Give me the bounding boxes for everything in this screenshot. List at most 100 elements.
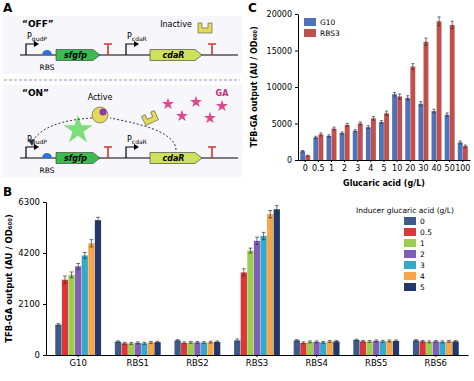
bar xyxy=(353,340,359,355)
error-bar xyxy=(189,341,193,343)
promoter-sub: cdaR xyxy=(132,35,147,42)
tick: 10000 xyxy=(267,83,298,92)
tick-mark xyxy=(43,253,46,254)
bar xyxy=(379,122,384,160)
tick-mark xyxy=(78,355,79,357)
bar xyxy=(135,343,141,355)
tick-mark xyxy=(295,160,298,161)
tick: 40 xyxy=(431,160,441,173)
tick-mark xyxy=(423,160,424,162)
tick-label: 10 xyxy=(392,164,402,173)
bar xyxy=(82,255,88,355)
tick-mark xyxy=(43,355,46,356)
tick: 30 xyxy=(418,160,428,173)
bar xyxy=(393,341,399,355)
error-bar xyxy=(372,117,375,121)
gene xyxy=(150,50,202,61)
tick-mark xyxy=(370,160,371,162)
tick-label: 4 xyxy=(368,164,373,173)
legend-title: Inducer glucaric acid (g/L) xyxy=(356,206,454,215)
bar xyxy=(424,42,429,160)
bar xyxy=(439,342,445,355)
tick: 10 xyxy=(392,160,402,173)
error-bar xyxy=(123,342,127,344)
bar xyxy=(274,209,280,355)
tick: RBS1 xyxy=(127,355,149,368)
bar xyxy=(95,220,101,355)
gene xyxy=(56,50,100,61)
ga-molecule xyxy=(190,96,202,107)
bar xyxy=(371,118,376,160)
tick-label: 1 xyxy=(329,164,334,173)
error-bar xyxy=(76,263,80,269)
ga-molecule xyxy=(216,100,228,111)
bar xyxy=(234,340,240,355)
error-bar xyxy=(306,155,309,157)
error-bar xyxy=(411,64,414,70)
bar xyxy=(181,343,187,355)
terminator xyxy=(208,147,216,158)
tick: 6300 xyxy=(18,197,46,207)
legend: Inducer glucaric acid (g/L)00.512345 xyxy=(356,206,454,292)
bar xyxy=(154,342,160,355)
bar xyxy=(360,341,366,355)
gene xyxy=(150,153,202,164)
bar xyxy=(437,21,442,160)
rbs xyxy=(42,50,52,55)
error-bar xyxy=(406,96,409,100)
error-bar xyxy=(393,92,396,96)
error-bar xyxy=(262,232,266,239)
tick-label: 50 xyxy=(445,164,455,173)
error-bar xyxy=(249,248,253,253)
dna xyxy=(20,158,238,159)
bar xyxy=(68,275,74,355)
bar xyxy=(115,342,121,355)
bar xyxy=(384,113,389,160)
tick: 20000 xyxy=(267,10,298,19)
tick-mark xyxy=(331,160,332,162)
bar xyxy=(386,341,392,355)
bar xyxy=(405,98,410,160)
tick: RBS2 xyxy=(186,355,208,368)
state-note: Inactive xyxy=(160,20,192,29)
tick: G10 xyxy=(69,355,86,368)
bar xyxy=(419,341,425,355)
tick-label: RBS3 xyxy=(246,358,268,368)
terminator xyxy=(208,44,216,55)
rbs-label: RBS xyxy=(40,166,55,175)
state-label: “OFF” xyxy=(22,19,54,29)
promoter-label: PcdaR xyxy=(127,32,147,42)
state-label: “ON” xyxy=(22,88,49,98)
tick-mark xyxy=(43,202,46,203)
error-bar xyxy=(327,135,330,137)
chart-1: C0500010000150002000000.5123451020304050… xyxy=(248,1,471,188)
bar xyxy=(55,325,61,355)
tick: 0 xyxy=(303,160,308,173)
y-axis-title: TFB-GA output (AU / OD₆₀₀) xyxy=(4,214,14,343)
error-bar xyxy=(424,38,427,45)
bar xyxy=(313,137,318,160)
error-bar xyxy=(314,136,317,138)
tick-label: 4200 xyxy=(18,248,40,258)
bar xyxy=(188,342,194,355)
panel-label: A xyxy=(3,1,13,15)
error-bar xyxy=(374,340,378,342)
panel-label: B xyxy=(3,185,12,199)
bar xyxy=(380,341,386,355)
bar xyxy=(128,343,134,355)
tick-mark xyxy=(316,355,317,357)
separator xyxy=(4,80,240,81)
tick-label: 100 xyxy=(455,164,470,173)
tick: 100 xyxy=(455,160,470,173)
error-bar xyxy=(268,211,272,218)
error-bar xyxy=(275,206,279,213)
panel-label: C xyxy=(248,1,257,15)
activation xyxy=(32,118,92,142)
tick-mark xyxy=(197,355,198,357)
chart-0: B0210042006300G10RBS1RBS2RBS3RBS4RBS5RBS… xyxy=(3,185,469,368)
tick-label: 30 xyxy=(418,164,428,173)
legend-label: 1 xyxy=(420,239,425,248)
terminator xyxy=(104,147,112,158)
error-bar xyxy=(354,130,357,132)
tick-label: 3 xyxy=(355,164,360,173)
